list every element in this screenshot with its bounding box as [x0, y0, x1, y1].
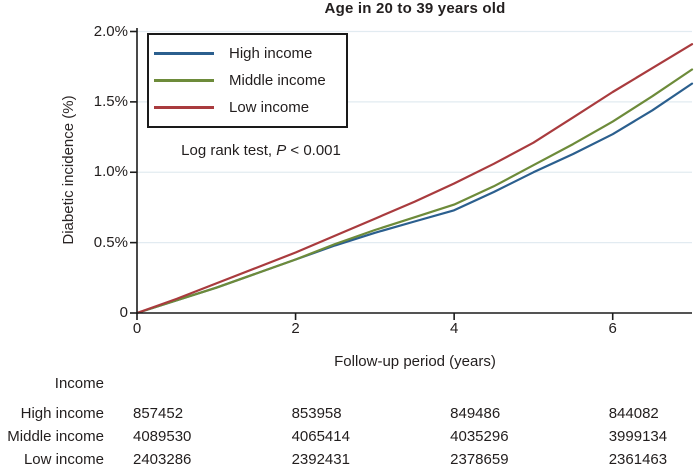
risk-row-label: Middle income	[7, 428, 104, 445]
x-tick-label: 4	[449, 320, 459, 337]
risk-count: 2392431	[291, 450, 350, 468]
risk-count: 849486	[450, 405, 501, 422]
p-value-text: < 0.001	[286, 142, 341, 159]
legend-line-swatch	[154, 79, 214, 82]
risk-count: 4035296	[450, 428, 509, 445]
risk-count: 853958	[291, 405, 342, 422]
risk-count: 4089530	[133, 428, 192, 445]
legend-line-swatch	[154, 106, 214, 109]
legend: High income Middle income Low income	[147, 33, 348, 128]
legend-entries: High income Middle income Low income	[149, 40, 346, 121]
risk-row-label: Low income	[23, 450, 104, 468]
curve-middle-income	[135, 68, 694, 315]
legend-item-label: Middle income	[229, 72, 326, 89]
log-rank-text: Log rank test,	[181, 142, 277, 159]
y-tick-label: 1.0%	[93, 163, 128, 181]
x-tick-label: 2	[291, 320, 300, 337]
y-tick-label: 2.0%	[93, 22, 128, 40]
chart-title: Age in 20 to 39 years old	[324, 0, 506, 17]
y-tick-label: 0	[119, 304, 128, 321]
x-tick-label: 6	[608, 320, 617, 337]
p-value-symbol: P	[276, 142, 287, 159]
risk-count: 857452	[133, 405, 184, 422]
risk-row-label: High income	[20, 405, 104, 422]
y-axis-title: Diabetic incidence (%)	[60, 95, 77, 245]
risk-count: 844082	[608, 405, 659, 422]
legend-item-label: High income	[229, 45, 313, 62]
x-tick-label: 0	[132, 320, 142, 337]
legend-item-label: Low income	[229, 99, 310, 116]
curve-low-income	[135, 43, 694, 315]
risk-count: 2403286	[133, 450, 192, 468]
risk-count: 2361463	[608, 450, 668, 468]
y-tick-label: 1.5%	[93, 92, 128, 110]
legend-line-swatch	[154, 52, 214, 55]
risk-count: 2378659	[450, 450, 509, 468]
legend-item: High income	[149, 40, 346, 67]
legend-item: Low income	[149, 94, 346, 121]
risk-count: 4065414	[291, 428, 350, 445]
x-axis-title: Follow-up period (years)	[334, 353, 496, 370]
risk-count: 3999134	[608, 428, 668, 445]
log-rank-note: Log rank test, P < 0.001	[146, 142, 376, 159]
risk-table-header: Income	[54, 375, 104, 392]
legend-item: Middle income	[149, 67, 346, 94]
y-tick-label: 0.5%	[93, 233, 128, 251]
